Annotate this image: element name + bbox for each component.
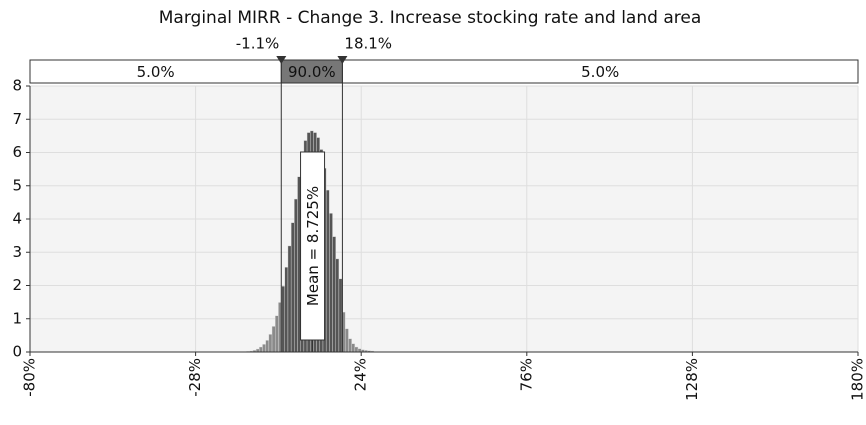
bar bbox=[326, 190, 329, 352]
bar bbox=[266, 340, 269, 352]
band-label: 5.0% bbox=[581, 63, 619, 81]
bar bbox=[275, 316, 278, 352]
bar bbox=[352, 344, 355, 352]
band-label: 5.0% bbox=[137, 63, 175, 81]
bar bbox=[272, 326, 275, 352]
chart-title: Marginal MIRR - Change 3. Increase stock… bbox=[159, 8, 701, 28]
y-tick-label: 0 bbox=[12, 343, 22, 361]
bar bbox=[355, 347, 358, 352]
bar bbox=[262, 344, 265, 352]
y-tick-label: 1 bbox=[12, 309, 22, 327]
bar bbox=[259, 347, 262, 352]
band-label: 90.0% bbox=[288, 63, 336, 81]
mean-label: Mean = 8.725% bbox=[304, 186, 322, 306]
y-tick-label: 6 bbox=[12, 143, 22, 161]
y-tick-label: 5 bbox=[12, 176, 22, 194]
x-tick-label: 76% bbox=[517, 358, 535, 391]
bar bbox=[285, 267, 288, 352]
bar bbox=[345, 329, 348, 352]
y-tick-label: 7 bbox=[12, 110, 22, 128]
bar bbox=[291, 223, 294, 352]
bar bbox=[333, 237, 336, 352]
y-tick-label: 3 bbox=[12, 243, 22, 261]
bar bbox=[294, 199, 297, 352]
bar bbox=[348, 339, 351, 352]
bar bbox=[282, 286, 285, 352]
delimiter-label: -1.1% bbox=[236, 35, 280, 53]
y-tick-label: 4 bbox=[12, 210, 22, 228]
x-tick-label: -28% bbox=[186, 358, 204, 397]
delimiter-label: 18.1% bbox=[344, 35, 392, 53]
x-tick-label: -80% bbox=[21, 358, 39, 397]
bar bbox=[339, 279, 342, 352]
x-tick-label: 180% bbox=[849, 358, 866, 401]
bar bbox=[288, 246, 291, 352]
bar bbox=[269, 334, 272, 352]
x-tick-label: 24% bbox=[352, 358, 370, 391]
y-tick-label: 8 bbox=[12, 77, 22, 95]
x-tick-label: 128% bbox=[683, 358, 701, 401]
bar bbox=[336, 259, 339, 352]
y-tick-label: 2 bbox=[12, 276, 22, 294]
bar bbox=[329, 213, 332, 352]
